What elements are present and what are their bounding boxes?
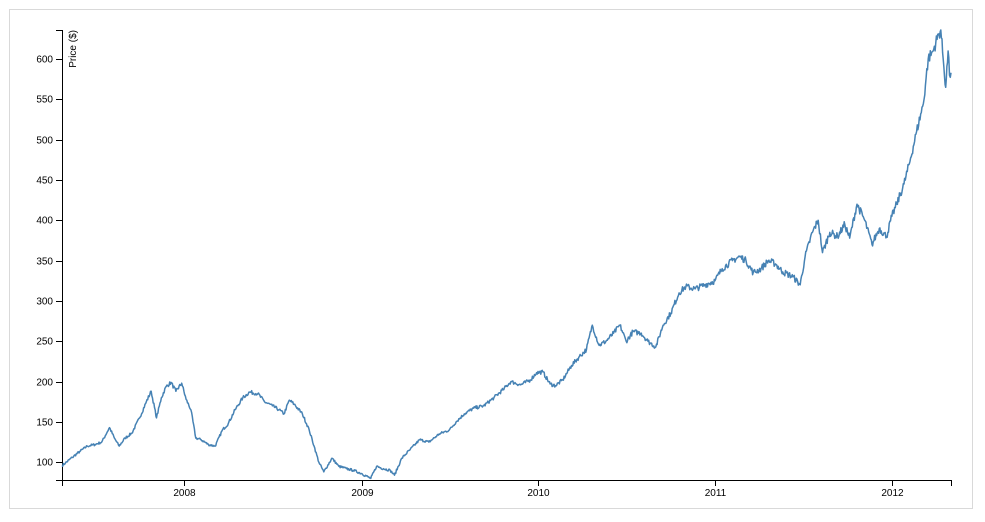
y-tick-label: 500 [36, 136, 53, 147]
y-tick-label: 350 [36, 257, 53, 268]
x-tick-label: 2010 [527, 488, 550, 499]
chart-frame [9, 9, 973, 509]
x-tick-label: 2009 [351, 488, 374, 499]
x-tick-label: 2008 [173, 488, 196, 499]
x-axis: 2008 2009 2010 2011 2012 [62, 480, 952, 499]
y-tick-label: 150 [36, 418, 53, 429]
y-tick-label: 100 [36, 458, 53, 469]
y-tick-label: 600 [36, 55, 53, 66]
price-series-line [61, 29, 952, 480]
y-tick-label: 300 [36, 297, 53, 308]
x-tick-label: 2012 [881, 488, 904, 499]
y-tick-label: 250 [36, 337, 53, 348]
x-tick-label: 2011 [705, 488, 727, 499]
y-axis-title: Price ($) [68, 30, 79, 68]
y-tick-label: 450 [36, 176, 53, 187]
y-axis: 100 150 200 250 300 350 400 450 500 550 600 [36, 30, 63, 481]
x-axis-line [62, 480, 952, 486]
y-tick-label: 400 [36, 216, 53, 227]
y-axis-line [56, 30, 63, 481]
y-tick-label: 550 [36, 95, 53, 106]
y-tick-label: 200 [36, 378, 53, 389]
